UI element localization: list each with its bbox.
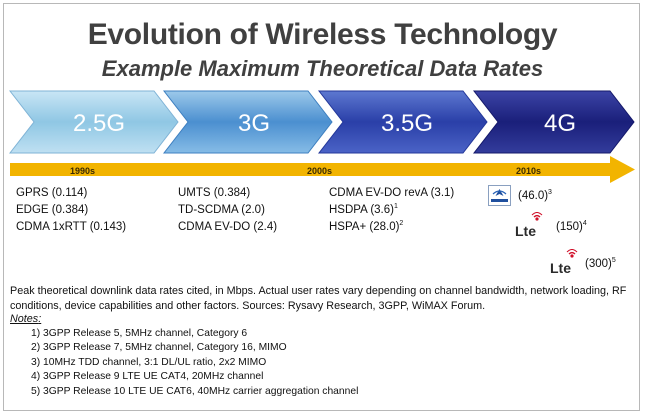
page-title: Evolution of Wireless Technology bbox=[87, 18, 558, 51]
generation-chevron-4g: 4G bbox=[472, 90, 635, 154]
generation-label: 3.5G bbox=[381, 110, 433, 137]
rate-value: (46.0) bbox=[518, 190, 549, 202]
tech-column-3-5g: CDMA EV-DO revA (3.1) HSDPA (3.6)1 HSPA+… bbox=[329, 185, 454, 236]
tech-item: GPRS (0.114) bbox=[16, 187, 88, 199]
tech-column-3g: UMTS (0.384) TD-SCDMA (2.0) CDMA EV-DO (… bbox=[178, 185, 277, 236]
note-item: 5) 3GPP Release 10 LTE UE CAT6, 40MHz ca… bbox=[31, 385, 359, 397]
tech-item: HSDPA (3.6)1 bbox=[329, 202, 454, 219]
rate-value: (300) bbox=[585, 258, 612, 270]
footnote-ref: 5 bbox=[611, 257, 616, 265]
4g-rate-item: (46.0)3 bbox=[518, 189, 552, 202]
decade-label-2000s: 2000s bbox=[307, 166, 333, 176]
slide-frame: Evolution of Wireless Technology Example… bbox=[3, 3, 640, 411]
notes-heading: Notes: bbox=[10, 313, 42, 325]
tech-item: CDMA 1xRTT (0.143) bbox=[16, 221, 127, 233]
generation-chevron-3g: 3G bbox=[162, 90, 333, 154]
footnote-ref: 3 bbox=[548, 189, 552, 197]
tech-item-text: HSDPA (3.6) bbox=[329, 204, 394, 216]
page-subtitle: Example Maximum Theoretical Data Rates bbox=[101, 56, 544, 81]
generation-label: 3G bbox=[238, 110, 270, 137]
tech-item: CDMA EV-DO revA (3.1) bbox=[329, 187, 455, 199]
footnote-ref: 2 bbox=[399, 220, 404, 228]
tech-item-text: HSPA+ (28.0) bbox=[329, 221, 400, 233]
footnote-ref: 4 bbox=[582, 220, 587, 228]
tech-column-2-5g: GPRS (0.114) EDGE (0.384) CDMA 1xRTT (0.… bbox=[16, 185, 126, 236]
generation-diagram: 2.5G 3G 3.5G 4G bbox=[8, 90, 635, 183]
tech-item: CDMA EV-DO (2.4) bbox=[178, 221, 278, 233]
generation-label: 2.5G bbox=[73, 110, 125, 137]
decade-label-2010s: 2010s bbox=[516, 166, 542, 176]
tech-item: EDGE (0.384) bbox=[16, 204, 89, 216]
footnote-ref: 1 bbox=[393, 203, 398, 211]
note-item: 4) 3GPP Release 9 LTE UE CAT4, 20MHz cha… bbox=[31, 371, 264, 383]
note-item: 1) 3GPP Release 5, 5MHz channel, Categor… bbox=[31, 328, 248, 339]
footer-note: Peak theoretical downlink data rates cit… bbox=[10, 285, 627, 312]
lte-icon: Lte bbox=[547, 248, 583, 277]
lte-icon: Lte bbox=[512, 211, 548, 240]
generation-chevron-2-5g: 2.5G bbox=[8, 90, 179, 154]
note-item: 2) 3GPP Release 7, 5MHz channel, Categor… bbox=[31, 342, 287, 354]
tech-item: TD-SCDMA (2.0) bbox=[178, 204, 265, 216]
4g-rate-item: (300)5 bbox=[585, 257, 616, 270]
lte-logo-text: Lte bbox=[515, 223, 536, 239]
4g-rate-item: (150)4 bbox=[556, 220, 587, 233]
timeline-arrow bbox=[10, 156, 635, 183]
generation-label: 4G bbox=[544, 110, 576, 137]
tech-item: UMTS (0.384) bbox=[178, 187, 251, 199]
tech-item: HSPA+ (28.0)2 bbox=[329, 219, 454, 236]
note-item: 3) 10MHz TDD channel, 3:1 DL/UL ratio, 2… bbox=[31, 356, 267, 368]
rate-value: (150) bbox=[556, 221, 583, 233]
decade-label-1990s: 1990s bbox=[70, 166, 96, 176]
wimax-icon bbox=[488, 185, 511, 206]
generation-chevron-3-5g: 3.5G bbox=[317, 90, 488, 154]
lte-logo-text: Lte bbox=[550, 260, 571, 276]
notes-list: 1) 3GPP Release 5, 5MHz channel, Categor… bbox=[31, 327, 358, 399]
